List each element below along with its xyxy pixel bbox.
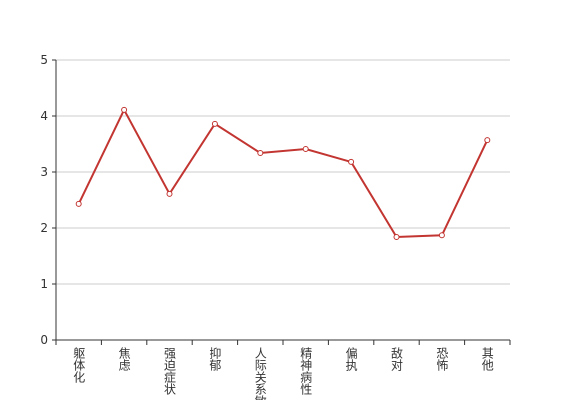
point [166,190,173,197]
y-tick-label: 0 [40,333,48,347]
x-tick-label: 偏执 [344,346,358,372]
point [75,200,82,207]
x-tick-label: 人际关系敏感 [253,347,267,400]
point [348,158,355,165]
line [77,107,489,238]
point [484,137,491,144]
point [257,149,264,156]
y-tick-label: 1 [40,277,48,291]
point [393,233,400,240]
x-tick-label: 强迫症状 [163,347,177,395]
x-tick-label: 抑郁 [208,346,222,372]
y-tick-label: 3 [40,165,48,179]
x-tick-label: 恐怖 [435,347,449,371]
x-tick-label: 焦虑 [117,347,131,371]
y-tick-label: 5 [40,53,48,67]
x-tick-label: 敌对 [390,346,404,371]
point [302,146,309,153]
x-tick-label: 其他 [480,347,494,371]
y-tick-label: 2 [40,221,48,235]
point [211,120,218,127]
x-tick-label: 精神病性 [299,347,313,396]
y-tick-label: 4 [40,109,48,123]
x-tick-label: 躯体化 [72,346,86,384]
point [121,106,128,113]
point [438,232,445,239]
